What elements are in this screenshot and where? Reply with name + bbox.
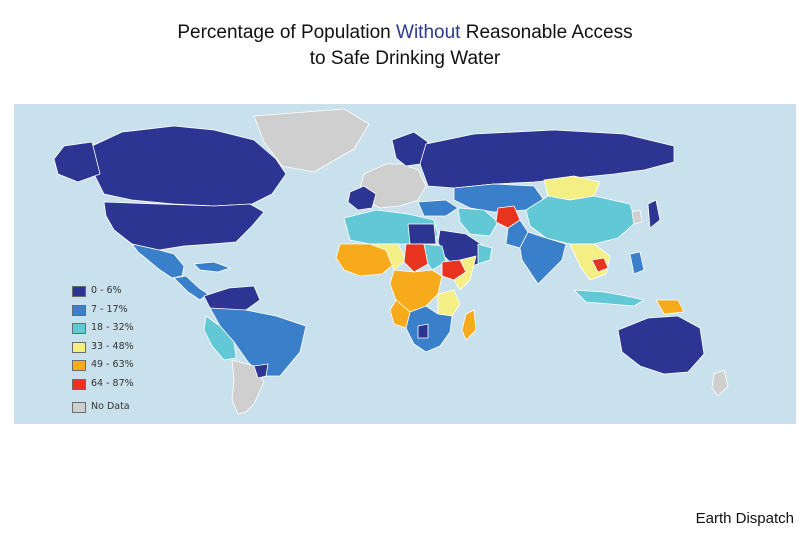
legend-item-0: 0 - 6% — [72, 284, 192, 303]
legend-item-6: No Data — [72, 400, 192, 419]
region-peru-bolivia — [203, 315, 237, 361]
region-angola — [389, 299, 411, 329]
legend-swatch — [72, 304, 86, 316]
legend-item-3: 33 - 48% — [72, 340, 192, 359]
region-china — [525, 195, 637, 245]
region-uruguay — [253, 363, 269, 379]
region-chad — [403, 243, 429, 273]
legend-swatch — [72, 378, 86, 390]
legend-label: 7 - 17% — [91, 303, 128, 315]
map-title: Percentage of Population Without Reasona… — [0, 20, 810, 72]
legend-swatch — [72, 323, 86, 335]
region-korea — [631, 209, 643, 225]
region-alaska — [53, 141, 101, 183]
region-papua-new-guinea — [655, 299, 685, 315]
legend-label: 0 - 6% — [91, 285, 122, 296]
legend-label: 64 - 87% — [91, 377, 134, 389]
legend-label: 33 - 48% — [91, 340, 134, 352]
region-iran — [457, 207, 499, 237]
region-india — [519, 231, 567, 285]
legend-item-2: 18 - 32% — [72, 321, 192, 340]
region-usa — [103, 201, 265, 251]
legend-item-1: 7 - 17% — [72, 303, 192, 322]
region-central-america — [173, 275, 209, 301]
region-sahel — [369, 243, 407, 271]
title-part-2: Reasonable Access — [460, 22, 633, 43]
region-japan — [647, 199, 661, 229]
legend-item-5: 64 - 87% — [72, 377, 192, 396]
region-russia — [419, 129, 675, 189]
region-indonesia — [573, 289, 645, 307]
region-east-africa — [437, 289, 461, 317]
region-egypt — [407, 223, 437, 245]
legend-item-4: 49 - 63% — [72, 358, 192, 377]
legend-swatch — [72, 341, 86, 353]
region-somalia — [453, 255, 477, 291]
legend-label: 49 - 63% — [91, 359, 134, 371]
map-legend: 0 - 6% 7 - 17% 18 - 32% 33 - 48% 49 - 63… — [72, 284, 192, 418]
region-central-africa — [389, 269, 443, 313]
legend-swatch — [72, 360, 86, 372]
region-australia — [617, 315, 705, 375]
region-caribbean — [193, 261, 231, 273]
region-turkey — [417, 199, 459, 217]
region-north-south-america — [203, 285, 261, 311]
region-philippines — [629, 251, 645, 275]
region-canada — [91, 125, 287, 207]
region-botswana — [417, 323, 429, 339]
source-credit: Earth Dispatch — [695, 510, 794, 527]
legend-label: 18 - 32% — [91, 322, 134, 334]
world-map-svg — [53, 108, 729, 415]
title-highlight-without: Without — [396, 22, 461, 43]
region-new-zealand — [711, 369, 729, 397]
legend-swatch — [72, 286, 86, 297]
region-madagascar — [461, 309, 477, 341]
title-part-1: Percentage of Population — [177, 22, 397, 43]
region-southern-africa — [405, 305, 453, 353]
region-western-europe — [347, 185, 377, 211]
legend-swatch — [72, 401, 86, 413]
world-map: 0 - 6% 7 - 17% 18 - 32% 33 - 48% 49 - 63… — [14, 104, 796, 424]
region-oman — [477, 243, 493, 265]
region-greenland — [253, 108, 370, 173]
title-line-2: to Safe Drinking Water — [309, 48, 501, 69]
title-line-1: Percentage of Population Without Reasona… — [0, 20, 810, 46]
region-cambodia — [591, 257, 609, 273]
legend-label: No Data — [91, 400, 130, 412]
region-sudan — [423, 243, 447, 271]
region-mexico — [131, 243, 185, 279]
